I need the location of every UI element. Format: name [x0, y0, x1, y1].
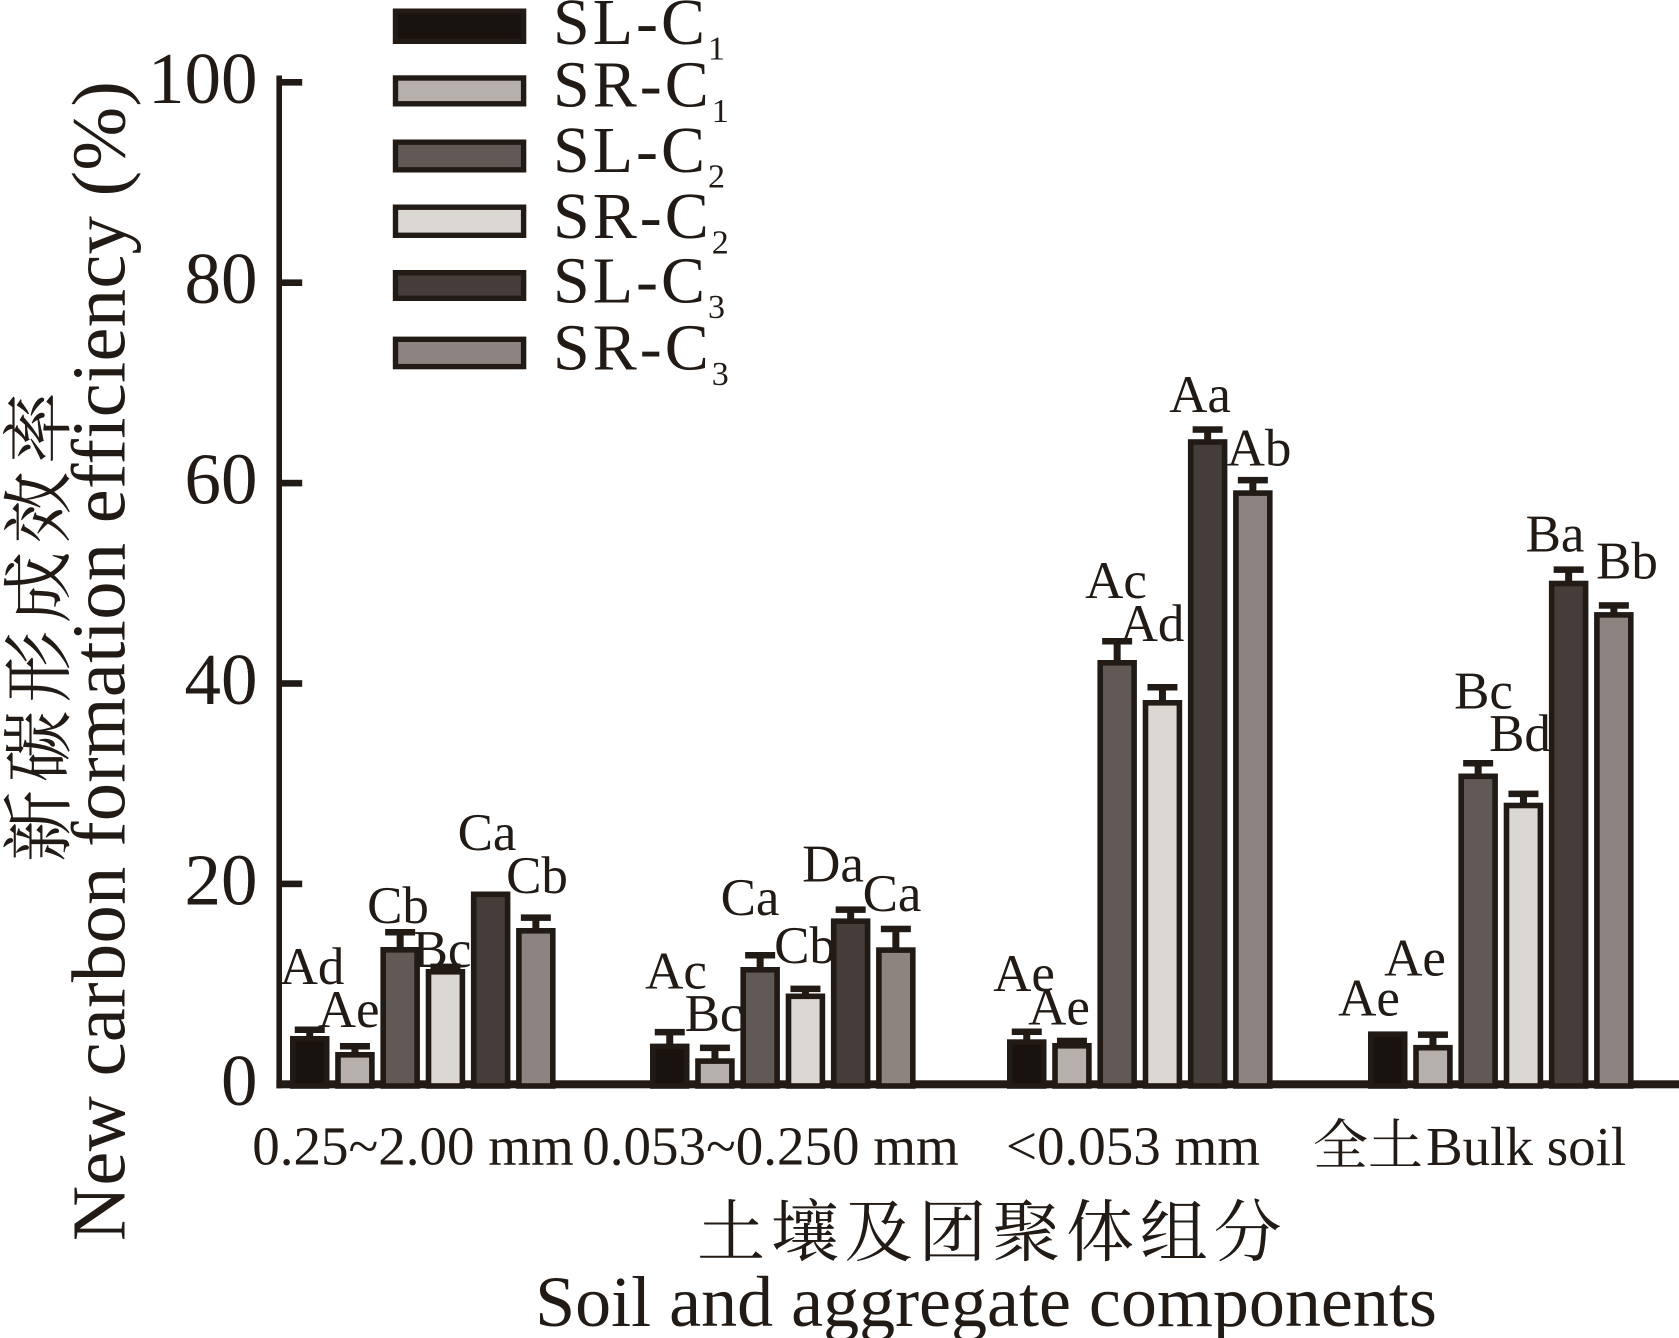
svg-text:Ca: Ca [721, 869, 780, 927]
svg-text:20: 20 [185, 839, 258, 920]
svg-text:Aa: Aa [1169, 366, 1231, 424]
svg-text:Bc: Bc [413, 921, 472, 979]
svg-text:SL-C3: SL-C3 [553, 245, 728, 327]
svg-text:0.053~0.250 mm: 0.053~0.250 mm [582, 1116, 959, 1177]
svg-text:Cb: Cb [774, 917, 836, 975]
svg-text:Ba: Ba [1526, 506, 1585, 564]
svg-text:Ab: Ab [1227, 419, 1292, 477]
svg-text:SL-C2: SL-C2 [553, 114, 728, 196]
svg-text:Ae: Ae [318, 981, 380, 1039]
svg-text:Ac: Ac [1085, 552, 1147, 610]
svg-text:Cb: Cb [367, 877, 429, 935]
svg-text:Bd: Bd [1489, 705, 1551, 763]
svg-text:Bb: Bb [1596, 533, 1658, 591]
svg-text:SR-C2: SR-C2 [553, 180, 732, 262]
svg-text:Soil and aggregate components: Soil and aggregate components [535, 1262, 1437, 1338]
svg-text:Bulk soil: Bulk soil [1426, 1116, 1626, 1177]
svg-text:Ca: Ca [458, 804, 517, 862]
svg-text:80: 80 [185, 238, 258, 319]
svg-text:Bc: Bc [685, 985, 744, 1043]
svg-text:SL-C1: SL-C1 [553, 0, 728, 68]
svg-text:SR-C1: SR-C1 [553, 49, 732, 131]
svg-text:Ad: Ad [1120, 595, 1185, 653]
svg-text:Cb: Cb [506, 847, 568, 905]
svg-text:Ae: Ae [1338, 970, 1400, 1028]
svg-text:0.25~2.00 mm: 0.25~2.00 mm [252, 1116, 574, 1177]
svg-text:New carbon formation efficienc: New carbon formation efficiency (%) [57, 81, 142, 1241]
svg-text:Ae: Ae [1384, 929, 1446, 987]
svg-text:SR-C3: SR-C3 [553, 311, 732, 393]
svg-text:Ad: Ad [280, 938, 345, 996]
svg-text:100: 100 [148, 38, 258, 119]
svg-text:<0.053 mm: <0.053 mm [1006, 1116, 1260, 1177]
svg-text:0: 0 [221, 1040, 258, 1121]
svg-text:Ca: Ca [863, 865, 922, 923]
svg-text:Ac: Ac [645, 943, 707, 1001]
svg-text:Ae: Ae [1028, 979, 1090, 1037]
svg-text:Ae: Ae [993, 945, 1055, 1003]
svg-text:60: 60 [185, 439, 258, 520]
svg-text:40: 40 [185, 639, 258, 720]
svg-text:Bc: Bc [1454, 663, 1513, 721]
svg-text:Da: Da [802, 835, 864, 893]
